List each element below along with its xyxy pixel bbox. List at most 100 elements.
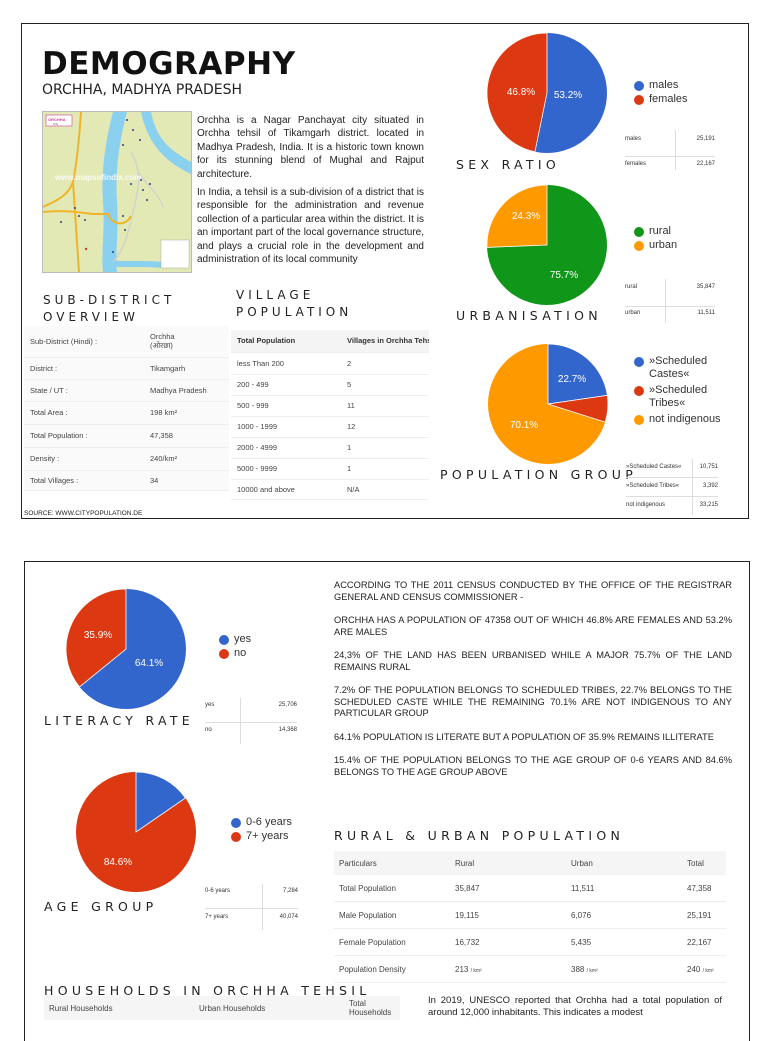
sex-ratio-legend: males females: [634, 79, 688, 107]
column-header: Total: [682, 851, 726, 875]
cell: 16,732: [450, 928, 566, 956]
cell: 213 / km²: [450, 955, 566, 983]
table-row: 10000 and above N/A: [231, 479, 429, 500]
column-header: Urban Households: [194, 996, 344, 1020]
census-summary-text: ACCORDING TO THE 2011 CENSUS CONDUCTED B…: [334, 580, 732, 790]
table-row: Sub-District (Hindi) : Orchha (ओरछा): [24, 326, 229, 358]
column-header: Rural Households: [44, 996, 194, 1020]
urbanisation-table: rural 35,847 urban 11,511: [625, 279, 715, 323]
subdistrict-value: Orchha (ओरछा): [144, 326, 229, 358]
pie-slice-urban: [486, 184, 548, 248]
cell: N/A: [341, 479, 429, 500]
subdistrict-label: Total Area :: [24, 401, 144, 425]
legend-dot-icon: [634, 357, 644, 367]
legend-dot-icon: [634, 386, 644, 396]
subdistrict-value: 47,358: [144, 424, 229, 448]
table-row: 2000 - 4999 1: [231, 437, 429, 459]
sex-ratio-title: SEX RATIO: [456, 157, 560, 172]
table-row: Male Population 19,115 6,076 25,191: [334, 901, 726, 929]
literacy-rate-pie-chart: 64.1% 35.9%: [65, 588, 186, 709]
census-paragraph: ACCORDING TO THE 2011 CENSUS CONDUCTED B…: [334, 580, 732, 602]
legend-label: 0-6 years: [246, 816, 292, 828]
subdistrict-value: 240/km²: [144, 447, 229, 471]
cell: 1000 - 1999: [231, 416, 341, 438]
density-unit: / km²: [586, 967, 598, 974]
cell: 388 / km²: [566, 955, 682, 983]
legend-item-0-6-years: 0-6 years: [231, 816, 292, 829]
svg-text:24.3%: 24.3%: [512, 211, 540, 222]
legend-label: males: [649, 79, 679, 91]
legend-label: no: [234, 647, 247, 659]
table-row: 200 - 499 5: [231, 374, 429, 396]
population-group-table: »Scheduled Castes« 10,751 »Scheduled Tri…: [626, 459, 718, 515]
table-header-row: Rural Households Urban Households Total …: [44, 996, 400, 1020]
svg-text:www.mapsofindia.com: www.mapsofindia.com: [54, 173, 141, 182]
cell: males: [625, 136, 642, 142]
legend-dot-icon: [634, 227, 644, 237]
legend-item-no: no: [219, 647, 251, 660]
cell: 7,284: [282, 888, 298, 894]
column-header: Total Households: [344, 996, 400, 1020]
subdistrict-value: Madhya Pradesh: [144, 379, 229, 402]
subdistrict-value: Tikamgarh: [144, 357, 229, 380]
subdistrict-value: 34: [144, 470, 229, 491]
legend-label: 7+ years: [246, 830, 289, 842]
legend-dot-icon: [634, 95, 644, 105]
legend-item-not-indigenous: not indigenous: [634, 413, 724, 426]
table-row: Total Villages : 34: [24, 470, 229, 491]
intro-paragraph-2: In India, a tehsil is a sub-division of …: [197, 187, 424, 266]
urbanisation-pie-chart: 24.3% 75.7%: [486, 184, 607, 305]
table-header-row: Particulars Rural Urban Total: [334, 851, 726, 875]
svg-text:22.7%: 22.7%: [558, 374, 586, 385]
literacy-rate-title: LITERACY RATE: [44, 713, 195, 728]
census-paragraph: 7.2% OF THE POPULATION BELONGS TO SCHEDU…: [334, 685, 732, 718]
cell: 1: [341, 437, 429, 459]
table-row: 1000 - 1999 12: [231, 416, 429, 438]
intro-text: Orchha is a Nagar Panchayat city situate…: [197, 114, 424, 266]
subdistrict-heading-line1: SUB-DISTRICT: [43, 293, 176, 307]
legend-item-7-plus-years: 7+ years: [231, 830, 292, 843]
urbanisation-legend: rural urban: [634, 225, 677, 253]
pie-slice-no: [65, 588, 127, 688]
legend-item-urban: urban: [634, 239, 677, 252]
population-group-pie-chart: 22.7% 70.1%: [488, 343, 609, 464]
village-heading: VILLAGE POPULATION: [236, 287, 352, 321]
density-value: 388: [571, 964, 585, 974]
subdistrict-label: Density :: [24, 447, 144, 471]
cell: 11: [341, 395, 429, 417]
households-table: Rural Households Urban Households Total …: [44, 996, 400, 1020]
cell: 500 - 999: [231, 395, 341, 417]
census-paragraph: 24,3% OF THE LAND HAS BEEN URBANISED WHI…: [334, 650, 732, 672]
legend-dot-icon: [634, 81, 644, 91]
literacy-table: yes 25,706 no 14,368: [205, 698, 297, 744]
legend-dot-icon: [634, 241, 644, 251]
cell: 200 - 499: [231, 374, 341, 396]
table-header-row: Total Population Villages in Orchha Tehs…: [231, 330, 429, 353]
subdistrict-table: Sub-District (Hindi) : Orchha (ओरछा) Dist…: [24, 326, 229, 491]
sex-ratio-pie-chart: 53.2% 46.8%: [486, 32, 607, 153]
cell: 14,368: [278, 727, 297, 733]
legend-item-scheduled-tribes: »Scheduled Tribes«: [634, 384, 724, 410]
table-row: Total Area : 198 km²: [24, 401, 229, 425]
cell: 11,511: [697, 310, 715, 316]
cell: 12: [341, 416, 429, 438]
table-row: Population Density 213 / km² 388 / km² 2…: [334, 955, 726, 983]
svg-text:City: City: [53, 122, 59, 126]
population-group-legend: »Scheduled Castes« »Scheduled Tribes« no…: [634, 355, 724, 427]
population-group-title: POPULATION GROUP: [440, 467, 638, 482]
cell: Total Population: [334, 875, 450, 902]
legend-label: »Scheduled Tribes«: [649, 384, 708, 409]
pie-slice-0-6-years: [135, 771, 186, 833]
cell: females: [625, 161, 647, 167]
cell: 47,358: [682, 875, 726, 902]
cell: 25,191: [696, 136, 715, 142]
cell: »Scheduled Tribes«: [626, 483, 680, 489]
subdistrict-heading-line2: OVERVIEW: [43, 310, 139, 324]
sex-ratio-table: males 25,191 females 22,167: [625, 130, 715, 170]
subdistrict-label: State / UT :: [24, 379, 144, 402]
svg-text:53.2%: 53.2%: [554, 90, 582, 101]
svg-text:35.9%: 35.9%: [84, 630, 112, 641]
legend-dot-icon: [634, 415, 644, 425]
column-header: Particulars: [334, 851, 450, 875]
legend-dot-icon: [231, 818, 241, 828]
